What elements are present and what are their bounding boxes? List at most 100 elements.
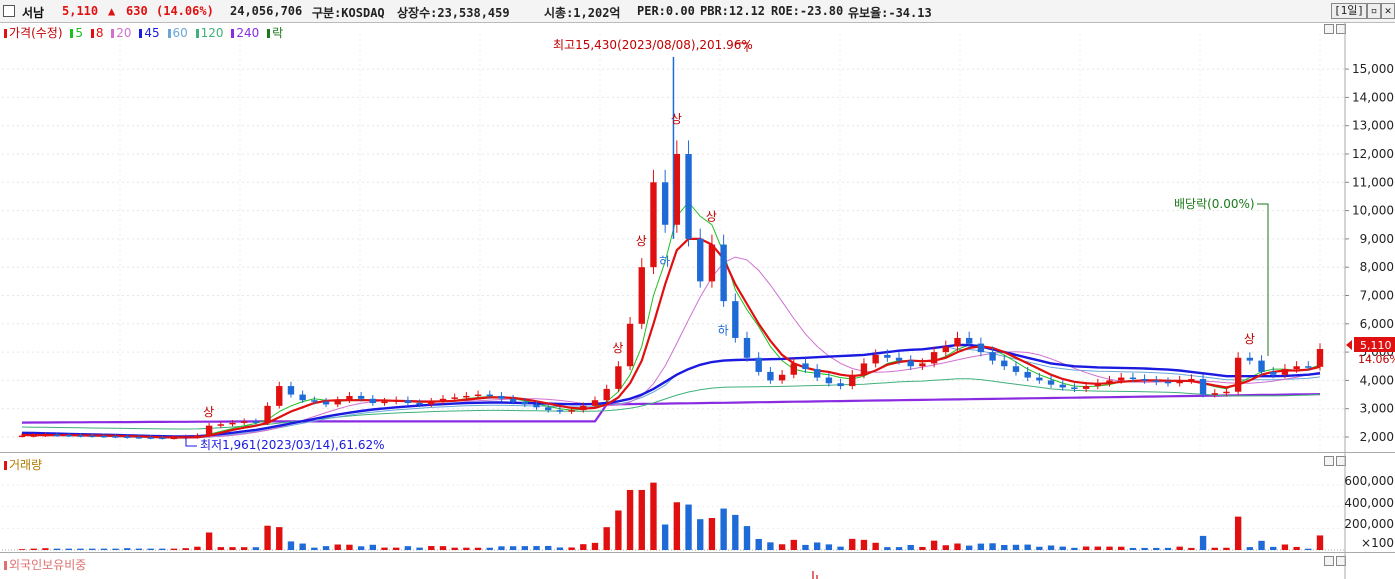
volume-y-tick: 200,000 (1344, 517, 1394, 531)
volume-bar (673, 502, 681, 550)
price-y-tick: 7,000 (1360, 289, 1394, 303)
candle-body (1047, 380, 1055, 385)
volume-bar (767, 542, 774, 550)
candle-body (1305, 366, 1312, 368)
price-panel-minimize-icon[interactable] (1324, 24, 1334, 34)
ma60-line (21, 346, 1321, 439)
per-value: PER:0.00 (637, 4, 695, 18)
drop-legend-item[interactable]: 락 (267, 26, 283, 40)
foreign-holding-chart[interactable] (0, 553, 1395, 579)
float-ratio: 유보율:-34.13 (848, 6, 932, 20)
volume-chart[interactable]: 600,000 400,000 200,000 ×100 (0, 453, 1395, 552)
ma5-legend-item[interactable]: 5 (70, 26, 83, 40)
restore-icon[interactable]: ▫ (1367, 3, 1381, 19)
volume-bar (1211, 547, 1218, 550)
volume-bar (30, 548, 37, 550)
market-cap: 시총:1,202억 (544, 6, 621, 20)
candle-body (1281, 369, 1289, 375)
volume-bar (498, 546, 505, 550)
panel-divider[interactable] (0, 452, 1395, 453)
select-checkbox[interactable] (3, 5, 15, 17)
volume-bar (1071, 547, 1078, 550)
volume-bar (451, 547, 458, 550)
volume-bar (287, 541, 295, 550)
ma45-legend-item[interactable]: 45 (139, 26, 160, 40)
volume-panel-minimize-icon[interactable] (1324, 456, 1334, 466)
candle-body (474, 394, 482, 397)
market-label: 구분:KOSDAQ (312, 6, 385, 20)
candle-body (42, 434, 49, 437)
candle-body (404, 400, 412, 404)
candle-body (989, 352, 996, 361)
ma60-legend-item[interactable]: 60 (167, 26, 188, 40)
candle-body (884, 354, 891, 358)
candle-body (381, 401, 388, 404)
candle-body (416, 403, 423, 405)
volume-label[interactable]: 거래량 (9, 458, 43, 472)
foreign-panel-minimize-icon[interactable] (1324, 556, 1334, 566)
candle-body (1211, 393, 1218, 395)
volume-bar (346, 544, 353, 550)
volume-bar (860, 539, 868, 550)
candle-body (77, 435, 84, 437)
volume-bar (1188, 547, 1195, 550)
volume-bar (322, 546, 330, 550)
volume-bar (1106, 546, 1113, 550)
current-price: 5,110 (62, 4, 99, 18)
price-legend-item[interactable]: 가격(수정) (4, 26, 63, 40)
volume-bar (311, 547, 318, 550)
candle-body (428, 401, 435, 405)
volume-bar (404, 546, 412, 550)
price-y-tick: 12,000 (1352, 147, 1394, 161)
candle-body (393, 400, 400, 402)
panel-divider[interactable] (0, 552, 1395, 553)
current-price-tag: 5,110 (1360, 339, 1392, 352)
volume-bar (942, 545, 949, 550)
stock-info-header: 서남 5,110 ▲ 630 (14.06%) 24,056,706 구분:KO… (0, 0, 1395, 23)
candle-body (942, 346, 949, 353)
foreign-legend: 외국인보유비중 (4, 556, 90, 573)
change-value: 630 (126, 4, 148, 18)
volume-bar (813, 542, 821, 550)
stock-name[interactable]: 서남 (22, 6, 45, 20)
limit-down-marker: 하 (659, 255, 670, 269)
volume-bar (825, 544, 833, 550)
price-chart[interactable]: 15,000 14,000 13,000 12,000 11,000 10,000 9,00… (0, 23, 1395, 452)
ma120-legend-item[interactable]: 120 (195, 26, 224, 40)
volume-bar (1270, 546, 1277, 550)
price-y-tick: 8,000 (1360, 260, 1394, 274)
ma8-legend-item[interactable]: 8 (90, 26, 103, 40)
volume-bar (1164, 547, 1172, 550)
candle-body (486, 394, 493, 397)
ma20-legend-item[interactable]: 20 (111, 26, 132, 40)
candle-body (661, 182, 669, 225)
volume-bar (591, 542, 599, 550)
volume-bar (1001, 544, 1008, 550)
price-y-tick: 3,000 (1360, 402, 1394, 416)
candle-body (229, 422, 236, 425)
volume-bar (1316, 535, 1324, 550)
volume-bar (170, 548, 178, 550)
price-y-tick: 2,000 (1360, 430, 1394, 444)
candle-body (778, 374, 786, 381)
period-button[interactable]: [1일] (1331, 3, 1367, 19)
foreign-holding-label[interactable]: 외국인보유비중 (9, 558, 87, 572)
candle-body (977, 343, 985, 353)
candle-body (252, 421, 260, 423)
volume-bar (77, 548, 84, 550)
ma240-line (21, 393, 1321, 424)
candle-body (1223, 391, 1230, 394)
candle-body (1094, 383, 1102, 387)
volume-bar (1305, 548, 1312, 550)
volume-bar (954, 543, 961, 550)
candle-body (205, 425, 213, 436)
ma240-legend-item[interactable]: 240 (231, 26, 259, 40)
volume-bar (416, 547, 423, 550)
candle-body (88, 435, 96, 438)
candle-body (299, 394, 306, 401)
dividend-annotation-line (1257, 203, 1269, 356)
candle-body (1176, 380, 1183, 384)
close-icon[interactable]: ✕ (1381, 3, 1395, 19)
volume-bar (65, 548, 72, 550)
volume-bar (884, 547, 891, 550)
